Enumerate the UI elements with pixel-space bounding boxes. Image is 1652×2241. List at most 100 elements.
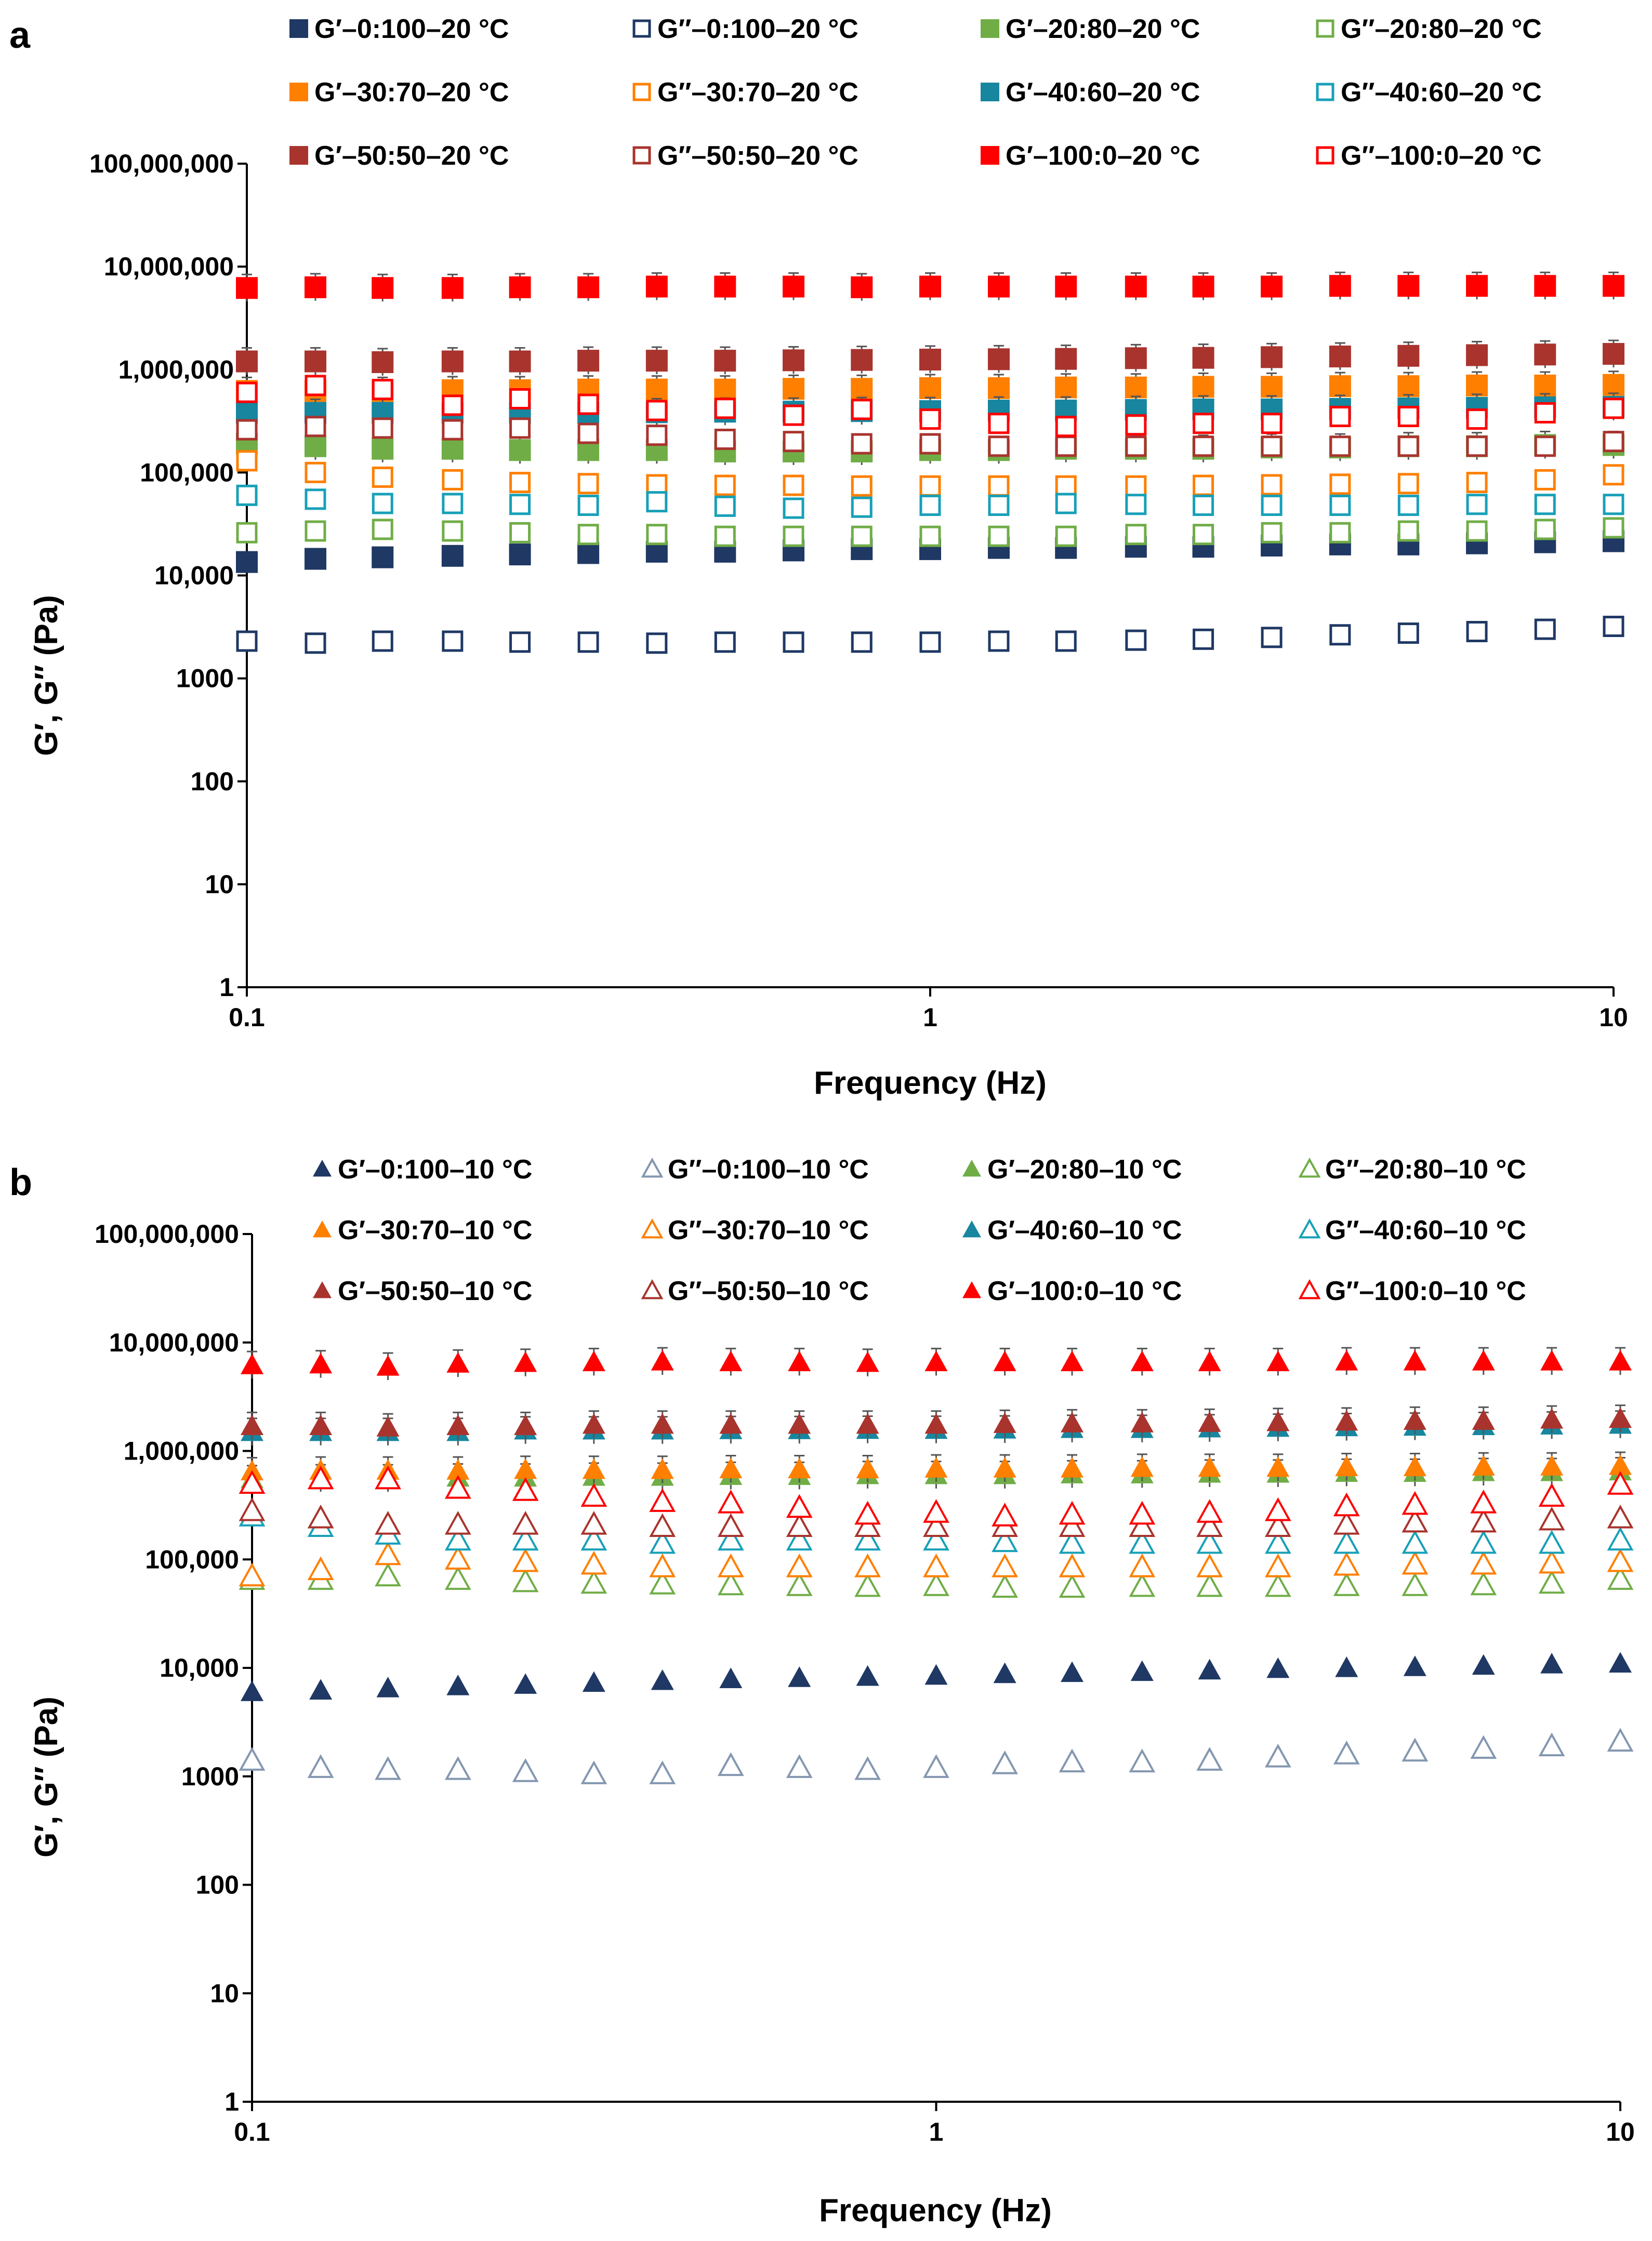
data-point xyxy=(1607,1728,1634,1752)
legend-item-label: G′–20:80–10 °C xyxy=(987,1155,1182,1185)
data-point xyxy=(1192,275,1214,298)
data-point xyxy=(717,1752,744,1776)
data-point xyxy=(239,1747,266,1771)
data-point xyxy=(1125,524,1147,546)
data-point xyxy=(854,1756,881,1780)
data-point xyxy=(577,276,600,298)
data-point xyxy=(992,1750,1019,1774)
data-point xyxy=(851,399,873,420)
x-tick-label: 10 xyxy=(1599,1003,1628,1032)
data-point xyxy=(375,1756,401,1780)
data-point xyxy=(1397,520,1419,542)
data-point xyxy=(717,1513,744,1537)
legend-marker xyxy=(1298,1157,1321,1178)
legend-marker xyxy=(962,1221,981,1238)
data-point xyxy=(993,1662,1016,1683)
legend-item-label: G″–40:60–20 °C xyxy=(1341,77,1542,108)
data-point xyxy=(645,350,668,372)
data-point xyxy=(1061,1457,1084,1478)
data-point xyxy=(1198,1411,1221,1432)
legend-item-label: G″–100:0–10 °C xyxy=(1325,1276,1526,1306)
data-point xyxy=(1540,1350,1564,1371)
series-10 xyxy=(236,271,1624,302)
data-point xyxy=(1261,474,1283,496)
data-point xyxy=(788,1413,811,1434)
data-point xyxy=(1266,1350,1290,1372)
data-point xyxy=(924,1413,948,1434)
data-point xyxy=(441,350,464,373)
data-point xyxy=(714,350,736,372)
data-point xyxy=(1534,343,1556,366)
data-point xyxy=(1397,622,1419,644)
data-point xyxy=(1196,1530,1223,1554)
data-point xyxy=(988,630,1010,652)
legend-marker xyxy=(313,1160,332,1177)
data-point xyxy=(992,1503,1019,1527)
data-point xyxy=(714,495,736,517)
y-tick-label: 1 xyxy=(224,2087,239,2116)
data-point xyxy=(1329,406,1351,428)
data-point xyxy=(1261,522,1283,543)
data-point xyxy=(1540,1408,1564,1429)
data-point xyxy=(1609,1350,1632,1371)
data-point xyxy=(1534,618,1556,640)
data-point xyxy=(580,1527,607,1551)
data-point xyxy=(512,1527,539,1551)
data-point xyxy=(987,275,1010,298)
series-1 xyxy=(236,616,1624,654)
data-point xyxy=(988,413,1010,434)
data-point xyxy=(512,1568,539,1593)
y-tick-label: 10,000,000 xyxy=(109,1328,239,1357)
data-point xyxy=(1329,346,1351,368)
legend-marker xyxy=(313,1281,332,1298)
data-point xyxy=(509,439,531,461)
data-point xyxy=(1193,413,1214,434)
data-point xyxy=(512,1548,539,1572)
data-point xyxy=(444,1527,471,1551)
data-point xyxy=(646,491,668,513)
data-point xyxy=(851,475,873,497)
legend-marker xyxy=(289,19,308,38)
data-point xyxy=(1534,494,1556,515)
data-point xyxy=(375,1562,401,1587)
data-point xyxy=(851,496,873,518)
data-point xyxy=(988,525,1010,547)
data-point xyxy=(239,1497,266,1521)
panel-a: a G′–0:100–20 °C G″–0:100–20 °C G′–20:80–2… xyxy=(9,14,1628,1101)
x-tick-label: 1 xyxy=(929,2117,944,2146)
data-point xyxy=(987,377,1010,400)
data-point xyxy=(1538,1732,1565,1757)
data-point xyxy=(992,1553,1019,1577)
legend-marker xyxy=(641,1279,664,1299)
data-point xyxy=(1130,1412,1154,1433)
series-5 xyxy=(239,1541,1634,1587)
data-point xyxy=(988,475,1010,497)
data-point xyxy=(1335,1350,1358,1371)
data-point xyxy=(1193,435,1214,457)
data-point xyxy=(1335,1455,1358,1477)
data-point xyxy=(1607,1548,1634,1572)
data-point xyxy=(441,277,464,299)
data-point xyxy=(1198,1350,1221,1372)
data-point xyxy=(1397,275,1420,297)
data-point xyxy=(1607,1527,1634,1551)
data-point xyxy=(854,1513,881,1537)
y-tick-label: 1000 xyxy=(176,664,234,693)
data-point xyxy=(309,1414,333,1435)
data-point xyxy=(1397,495,1419,516)
data-point xyxy=(851,433,873,455)
data-point xyxy=(924,1457,948,1478)
data-point xyxy=(1335,1656,1358,1677)
data-point xyxy=(580,1483,607,1507)
data-point xyxy=(1193,524,1214,546)
series-10 xyxy=(241,1347,1632,1381)
legend-marker xyxy=(981,19,999,38)
data-point xyxy=(923,1499,949,1523)
series-11 xyxy=(236,375,1624,437)
data-point xyxy=(924,1350,948,1372)
data-point xyxy=(1402,1738,1429,1762)
data-point xyxy=(444,1546,471,1570)
data-point xyxy=(1402,1572,1429,1596)
data-point xyxy=(1466,520,1488,542)
data-point xyxy=(1470,1489,1497,1514)
